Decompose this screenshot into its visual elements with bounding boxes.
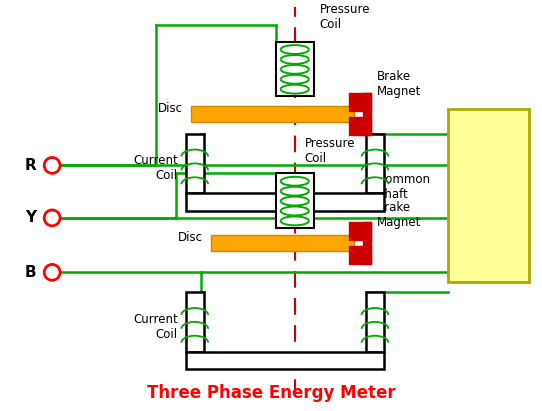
Text: Disc: Disc	[178, 231, 203, 244]
Text: Common
Shaft: Common Shaft	[377, 173, 430, 201]
Bar	[448, 109, 530, 282]
Bar	[191, 106, 354, 122]
Bar	[366, 292, 384, 351]
Bar	[211, 235, 354, 251]
Text: Brake
Magnet: Brake Magnet	[377, 70, 421, 98]
Text: Current
Coil: Current Coil	[133, 155, 178, 182]
Bar	[186, 292, 204, 351]
Text: Current
Coil: Current Coil	[133, 313, 178, 341]
Bar	[349, 246, 371, 264]
Bar	[363, 93, 371, 135]
Bar	[349, 117, 371, 135]
Bar	[186, 134, 204, 193]
Bar	[363, 222, 371, 264]
Text: B: B	[482, 254, 496, 271]
Text: Y: Y	[25, 210, 36, 225]
Text: Brake
Magnet: Brake Magnet	[377, 201, 421, 229]
Bar	[186, 193, 384, 211]
Bar	[349, 222, 371, 240]
Bar	[276, 42, 314, 96]
Text: Pressure
Coil: Pressure Coil	[320, 3, 370, 31]
Bar	[186, 351, 384, 369]
Text: B: B	[24, 265, 36, 280]
Text: R: R	[24, 158, 36, 173]
Text: R: R	[482, 120, 496, 138]
Bar	[276, 173, 314, 228]
Text: Disc: Disc	[158, 102, 183, 115]
Bar	[349, 93, 371, 111]
Text: Pressure
Coil: Pressure Coil	[305, 137, 355, 165]
Text: Three Phase Energy Meter: Three Phase Energy Meter	[147, 384, 395, 402]
Text: Y: Y	[482, 194, 495, 212]
Bar	[366, 134, 384, 193]
